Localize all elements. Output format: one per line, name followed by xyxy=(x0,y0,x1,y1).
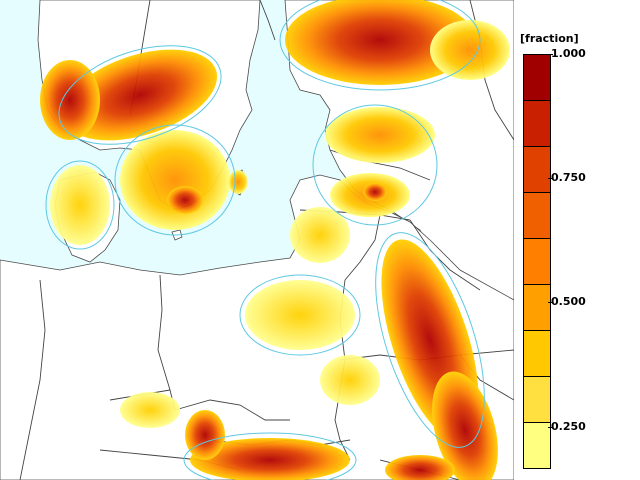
contour-south-sweden xyxy=(114,124,236,236)
map-canvas xyxy=(0,0,514,480)
field-south-sweden-core xyxy=(167,186,203,214)
legend-color-step xyxy=(523,376,551,423)
legend-tick-label: 0.250 xyxy=(551,419,586,433)
border-czech-poland xyxy=(174,399,290,421)
field-karelia xyxy=(430,20,510,80)
legend-color-step xyxy=(523,192,551,239)
field-poland xyxy=(245,280,355,350)
legend-color-step xyxy=(523,330,551,377)
legend-color-step xyxy=(523,100,551,147)
field-norway-west xyxy=(40,60,100,140)
contour-finland xyxy=(279,0,481,91)
border-sweden-finland xyxy=(259,0,276,41)
legend-color-step xyxy=(523,422,551,469)
border-germany-west xyxy=(19,279,46,480)
legend-tick-label: 1.000 xyxy=(551,47,586,60)
legend-tick-label: 0.500 xyxy=(551,295,586,309)
field-norway xyxy=(62,49,218,141)
field-finland xyxy=(285,0,475,85)
field-lithuania xyxy=(290,207,350,263)
contour-carpathians xyxy=(183,432,357,480)
contour-baltic xyxy=(312,104,438,226)
legend-tick-mark xyxy=(548,54,553,55)
field-south-sweden xyxy=(120,130,230,230)
contour-poland xyxy=(239,274,361,356)
border-poland-germany xyxy=(157,274,176,411)
field-estonia xyxy=(325,107,435,163)
legend-color-step xyxy=(523,238,551,285)
field-czech xyxy=(120,392,180,428)
contour-lines xyxy=(45,0,485,480)
border-lithuania-belarus xyxy=(344,214,381,281)
field-poland-east xyxy=(320,355,380,405)
fraction-field xyxy=(40,0,510,480)
contour-belarus xyxy=(375,232,485,448)
field-tatra xyxy=(185,410,225,460)
legend-color-step xyxy=(523,54,551,101)
field-romania-north xyxy=(385,455,455,480)
border-poland-ukraine xyxy=(334,389,351,461)
border-belarus-russia xyxy=(409,219,481,291)
legend-tick-mark xyxy=(548,302,553,304)
legend-tick-label: 0.750 xyxy=(551,171,586,185)
contour-denmark xyxy=(45,160,115,250)
field-ukraine-band xyxy=(432,371,498,480)
field-latvia-core xyxy=(363,183,387,201)
legend-color-step xyxy=(523,146,551,193)
contour-norway xyxy=(58,45,222,145)
field-carpathians xyxy=(190,438,350,480)
legend-color-step xyxy=(523,284,551,331)
legend-tick-mark xyxy=(548,178,553,180)
field-gotland xyxy=(228,170,248,194)
map-panel[interactable] xyxy=(0,0,514,480)
legend-tick-mark xyxy=(548,426,553,428)
field-denmark xyxy=(50,165,110,245)
legend-unit-label: [fraction] xyxy=(520,32,579,45)
